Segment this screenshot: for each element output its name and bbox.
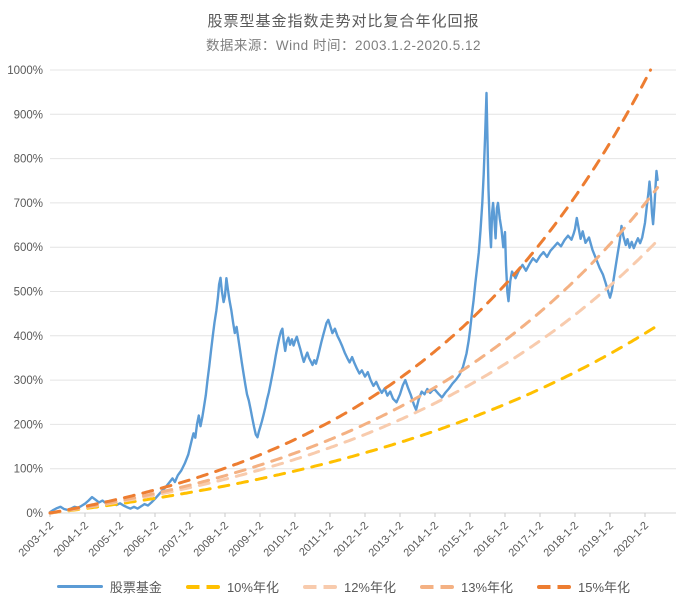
x-axis-labels: 2003-1-22004-1-22005-1-22006-1-22007-1-2… bbox=[16, 520, 651, 560]
y-tick-label: 1000% bbox=[7, 65, 43, 77]
chart-subtitle: 数据来源：Wind 时间：2003.1.2-2020.5.12 bbox=[205, 38, 482, 53]
y-tick-label: 400% bbox=[14, 331, 43, 343]
x-tick-label: 2011-1-2 bbox=[297, 520, 336, 559]
x-tick-label: 2009-1-2 bbox=[226, 520, 266, 560]
y-tick-label: 900% bbox=[14, 109, 43, 121]
series-15pct-line bbox=[48, 68, 652, 515]
y-tick-label: 500% bbox=[14, 287, 43, 299]
legend-item-15pct: 15%年化 bbox=[537, 577, 630, 596]
legend-swatch-13pct bbox=[420, 584, 454, 589]
x-tick-label: 2019-1-2 bbox=[576, 520, 616, 560]
x-tick-label: 2008-1-2 bbox=[191, 520, 231, 560]
series-10pct-line bbox=[48, 324, 660, 515]
legend-label-13pct: 13%年化 bbox=[461, 580, 514, 595]
x-tick-label: 2016-1-2 bbox=[471, 520, 511, 560]
legend-label-12pct: 12%年化 bbox=[343, 580, 396, 595]
x-tick-label: 2007-1-2 bbox=[156, 520, 196, 560]
y-tick-label: 200% bbox=[14, 419, 43, 431]
y-gridlines bbox=[50, 69, 676, 514]
legend-item-13pct: 13%年化 bbox=[420, 577, 513, 596]
x-tick-label: 2015-1-2 bbox=[436, 520, 476, 560]
x-tick-label: 2005-1-2 bbox=[86, 520, 126, 560]
y-tick-label: 100% bbox=[14, 464, 43, 476]
x-tick-label: 2012-1-2 bbox=[331, 520, 371, 560]
x-axis-ticks bbox=[49, 513, 646, 517]
x-tick-label: 2004-1-2 bbox=[51, 520, 91, 560]
legend-label-15pct: 15%年化 bbox=[578, 580, 631, 595]
chart-title: 股票型基金指数走势对比复合年化回报 bbox=[207, 13, 480, 30]
series-12pct-line bbox=[48, 239, 660, 515]
legend-swatch-12pct bbox=[302, 584, 337, 589]
x-tick-label: 2013-1-2 bbox=[366, 520, 406, 560]
y-tick-label: 600% bbox=[14, 242, 43, 254]
legend-item-10pct: 10%年化 bbox=[185, 577, 279, 596]
legend-swatch-15pct bbox=[537, 584, 572, 589]
x-tick-label: 2018-1-2 bbox=[541, 520, 581, 560]
x-tick-label: 2010-1-2 bbox=[261, 520, 301, 560]
y-tick-label: 700% bbox=[14, 198, 43, 210]
x-tick-label: 2006-1-2 bbox=[121, 520, 161, 560]
legend-label-10pct: 10%年化 bbox=[226, 580, 279, 595]
y-axis-labels: 0% 100% 200% 300% 400% 500% 600% 700% 800% 900% 10… bbox=[7, 65, 43, 520]
x-tick-label: 2020-1-2 bbox=[611, 520, 651, 560]
series-13pct-line bbox=[48, 186, 660, 515]
legend-swatch-10pct bbox=[185, 584, 220, 589]
series-stock-fund-line bbox=[48, 91, 659, 514]
x-tick-label: 2017-1-2 bbox=[506, 520, 546, 560]
y-tick-label: 800% bbox=[14, 154, 43, 166]
y-tick-label: 300% bbox=[14, 375, 43, 387]
x-tick-label: 2003-1-2 bbox=[16, 520, 56, 560]
legend-swatch-stock-fund bbox=[56, 585, 103, 588]
legend-item-stock-fund: 股票基金 bbox=[56, 577, 162, 596]
chart-legend: 股票基金 10%年化 12%年化 13%年化 15%年化 bbox=[0, 577, 687, 596]
legend-item-12pct: 12%年化 bbox=[302, 577, 396, 596]
legend-label-stock-fund: 股票基金 bbox=[109, 580, 162, 595]
y-tick-label: 0% bbox=[26, 508, 43, 520]
x-tick-label: 2014-1-2 bbox=[401, 520, 441, 560]
